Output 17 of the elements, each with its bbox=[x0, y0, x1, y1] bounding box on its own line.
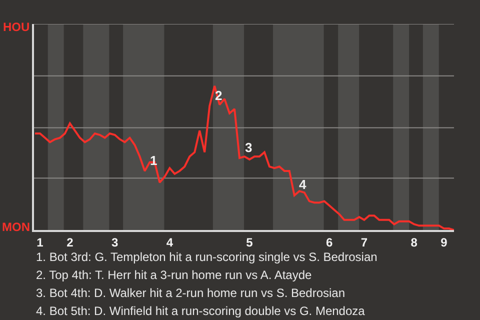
text: 2. Top 4th: T. Herr hit a 3-run home run vs A. Atayde bbox=[36, 268, 312, 282]
annotation: 4 bbox=[299, 177, 307, 192]
x-tick-label: 7 bbox=[360, 235, 368, 250]
x-tick-label: 9 bbox=[440, 235, 448, 250]
text: MON bbox=[2, 220, 30, 234]
annotation: 3 bbox=[245, 140, 252, 155]
x-tick-label: 3 bbox=[111, 235, 118, 250]
x-tick-label: 1 bbox=[36, 235, 44, 250]
text: HOU bbox=[3, 20, 30, 34]
text: 1. Bot 3rd: G. Templeton hit a run-scoring single vs S. Bedrosian bbox=[36, 250, 378, 264]
x-tick-label: 8 bbox=[410, 235, 418, 250]
text: 3. Bot 4th: D. Walker hit a 2-run home run vs S. Bedrosian bbox=[36, 286, 346, 300]
x-tick-label: 4 bbox=[166, 235, 174, 250]
x-tick-label: 6 bbox=[326, 235, 333, 250]
text: 4. Bot 5th: D. Winfield hit a run-scoring double vs G. Mendoza bbox=[36, 304, 366, 318]
x-tick-label: 2 bbox=[66, 235, 74, 250]
x-tick-label: 5 bbox=[246, 235, 254, 250]
